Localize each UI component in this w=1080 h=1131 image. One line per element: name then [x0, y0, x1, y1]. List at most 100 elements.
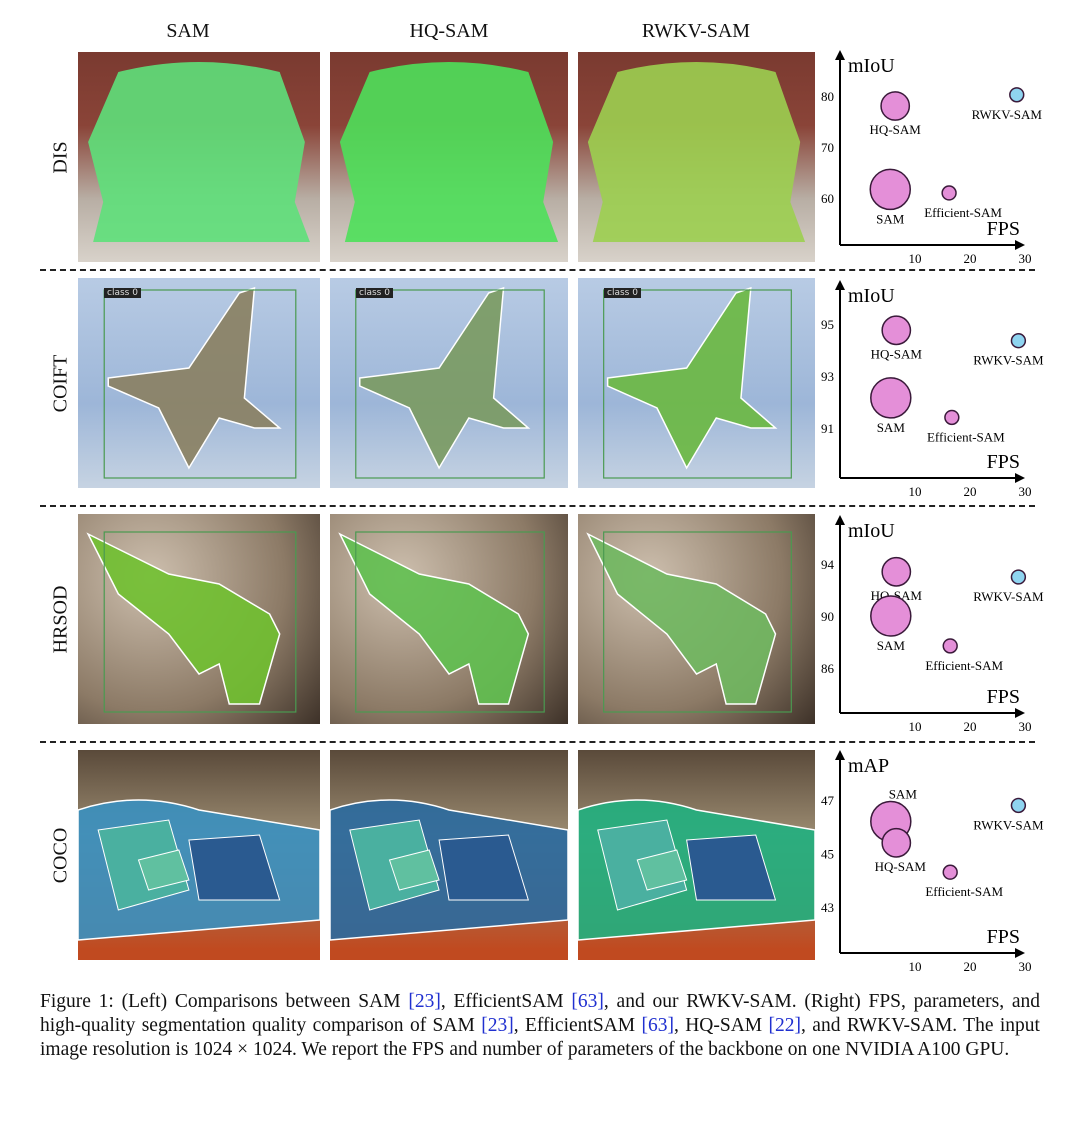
row-divider	[40, 741, 1035, 743]
citation-link[interactable]: [23]	[408, 991, 441, 1012]
bubble-efficient-sam	[942, 864, 958, 880]
citation-link[interactable]: [22]	[768, 1015, 802, 1036]
y-tick-label: 60	[821, 191, 834, 206]
y-axis-arrow	[835, 515, 845, 525]
bubble-hq-sam	[881, 827, 912, 858]
x-tick-label: 30	[1019, 719, 1032, 734]
segmentation-image-coco-hq-sam	[330, 750, 568, 960]
x-tick-label: 30	[1019, 251, 1032, 266]
bounding-box	[603, 289, 792, 479]
bubble-label: HQ-SAM	[870, 122, 922, 137]
bubble-hq-sam	[880, 91, 911, 121]
y-axis-label: mIoU	[848, 285, 895, 307]
y-tick-label: 90	[821, 609, 834, 624]
row-divider	[40, 505, 1035, 507]
segmentation-mask	[86, 532, 281, 705]
segmentation-mask	[606, 286, 778, 470]
citation-link[interactable]: [63]	[641, 1015, 674, 1036]
bubble-efficient-sam	[942, 638, 958, 654]
bubble-label: HQ-SAM	[871, 346, 923, 361]
bubble-rwkv-sam	[1010, 569, 1027, 585]
bubble-rwkv-sam	[1010, 797, 1027, 814]
bubble-label: RWKV-SAM	[973, 589, 1044, 604]
segmentation-image-dis-rwkv-sam	[578, 52, 815, 262]
row-divider	[40, 269, 1035, 271]
segmentation-mask	[686, 834, 777, 901]
bubble-label: RWKV-SAM	[973, 353, 1044, 368]
segmentation-mask	[188, 834, 281, 901]
bubble-rwkv-sam	[1010, 333, 1027, 349]
bubble-sam	[870, 377, 912, 419]
segmentation-mask	[388, 849, 440, 891]
bubble-efficient-sam	[944, 409, 960, 426]
bubble-sam	[870, 595, 912, 637]
bubble-efficient-sam	[941, 185, 957, 201]
y-tick-label: 80	[821, 89, 834, 104]
y-axis-arrow	[835, 50, 845, 60]
x-tick-label: 10	[909, 959, 922, 974]
y-axis-arrow	[835, 280, 845, 290]
y-tick-label: 94	[821, 557, 835, 572]
y-tick-label: 86	[821, 661, 835, 676]
x-axis-label: FPS	[987, 218, 1020, 240]
bubble-label: SAM	[876, 211, 905, 226]
y-axis-arrow	[835, 750, 845, 760]
bubble-label: SAM	[877, 420, 906, 435]
segmentation-mask	[359, 286, 531, 470]
segmentation-image-dis-hq-sam	[330, 52, 568, 262]
x-tick-label: 20	[964, 484, 977, 499]
bubble-label: Efficient-SAM	[925, 658, 1003, 673]
bubble-sam	[869, 168, 911, 211]
x-axis-arrow	[1015, 240, 1025, 250]
y-tick-label: 45	[821, 847, 834, 862]
x-tick-label: 20	[964, 251, 977, 266]
segmentation-image-dis-sam	[78, 52, 320, 262]
segmentation-mask	[339, 62, 559, 242]
segmentation-mask	[338, 532, 530, 705]
x-tick-label: 10	[909, 719, 922, 734]
x-axis-arrow	[1015, 708, 1025, 718]
citation-link[interactable]: [63]	[571, 991, 604, 1012]
y-axis-label: mAP	[848, 755, 889, 777]
bounding-box	[103, 531, 297, 713]
bounding-box	[355, 289, 545, 479]
x-axis-label: FPS	[987, 926, 1020, 948]
column-header-sam: SAM	[166, 20, 210, 42]
x-axis-arrow	[1015, 948, 1025, 958]
column-header-rwkv-sam: RWKV-SAM	[641, 20, 751, 42]
segmentation-image-coco-rwkv-sam	[578, 750, 815, 960]
y-tick-label: 70	[821, 140, 834, 155]
row-label-dis: DIS	[49, 140, 72, 174]
row-label-coift: COIFT	[49, 354, 72, 412]
bubble-label: Efficient-SAM	[924, 205, 1002, 220]
segmentation-mask	[586, 532, 777, 705]
bubble-label: Efficient-SAM	[925, 884, 1003, 899]
y-tick-label: 91	[821, 421, 834, 436]
segmentation-image-coift-sam: class 0	[78, 278, 320, 488]
bubble-chart-coco: mAP FPS 10 20 30 43 45 47 SAM HQ-SAM Efficient-SAM…	[821, 750, 1044, 974]
citation-link[interactable]: [23]	[481, 1015, 514, 1036]
segmentation-image-coift-hq-sam: class 0	[330, 278, 568, 488]
segmentation-image-hrsod-rwkv-sam	[578, 514, 815, 724]
segmentation-mask	[438, 834, 530, 901]
segmentation-mask	[587, 62, 806, 242]
bounding-box	[603, 531, 792, 713]
bubble-rwkv-sam	[1009, 87, 1025, 103]
bubble-hq-sam	[881, 315, 912, 346]
bubble-label: SAM	[889, 786, 918, 801]
x-tick-label: 30	[1019, 484, 1032, 499]
x-tick-label: 30	[1019, 959, 1032, 974]
figure-caption: Figure 1: (Left) Comparisons between SAM…	[40, 991, 1040, 1060]
bounding-box	[103, 289, 297, 479]
x-tick-label: 20	[964, 959, 977, 974]
bubble-chart-coift: mIoU FPS 10 20 30 91 93 95 HQ-SAM SAM Efficient-SA…	[821, 280, 1044, 499]
segmentation-image-hrsod-hq-sam	[330, 514, 568, 724]
class-label-tag: class 0	[356, 288, 393, 298]
segmentation-image-coift-rwkv-sam: class 0	[578, 278, 815, 488]
segmentation-image-hrsod-sam	[78, 514, 320, 724]
row-label-hrsod: HRSOD	[49, 585, 72, 653]
bubble-label: SAM	[877, 638, 906, 653]
class-label-tag: class 0	[604, 288, 641, 298]
